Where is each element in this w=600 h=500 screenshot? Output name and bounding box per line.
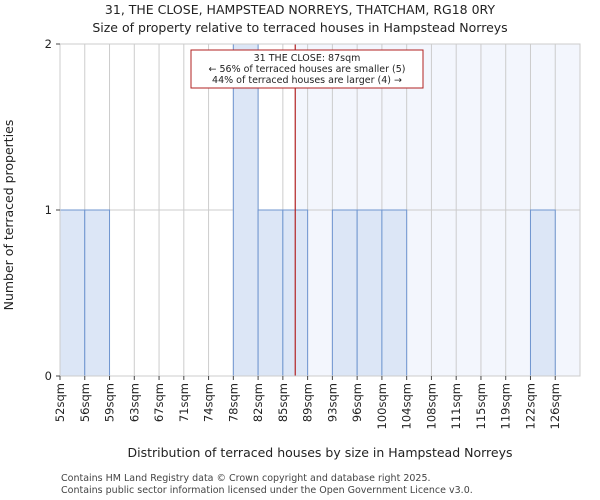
x-tick-label: 93sqm	[325, 383, 339, 422]
annotation-line-1: 31 THE CLOSE: 87sqm	[254, 53, 361, 64]
y-tick-labels: 0 1 2	[45, 37, 60, 383]
x-tick-label: 111sqm	[449, 383, 463, 429]
x-tick-label: 119sqm	[499, 383, 513, 429]
x-tick-label: 52sqm	[53, 383, 67, 422]
bar	[529, 209, 556, 377]
annotation-box: 31 THE CLOSE: 87sqm ← 56% of terraced ho…	[190, 49, 424, 89]
x-tick-label: 122sqm	[523, 383, 537, 429]
x-tick-label: 63sqm	[127, 383, 141, 422]
x-tick-label: 59sqm	[103, 383, 117, 422]
x-tick-label: 108sqm	[424, 383, 438, 429]
x-tick-label: 71sqm	[177, 383, 191, 422]
bar	[356, 209, 383, 377]
x-tick-label: 78sqm	[226, 383, 240, 422]
bar	[232, 43, 259, 377]
bar	[381, 209, 408, 377]
x-tick-label: 115sqm	[474, 383, 488, 429]
bars-layer	[59, 43, 556, 377]
x-tick-label: 74sqm	[202, 383, 216, 422]
footer-licence: Contains public sector information licen…	[61, 485, 473, 496]
annotation-line-2: ← 56% of terraced houses are smaller (5)	[209, 64, 406, 75]
bar	[84, 209, 111, 377]
chart-subtitle: Size of property relative to terraced ho…	[92, 20, 507, 35]
x-tick-label: 89sqm	[301, 383, 315, 422]
x-tick-label: 104sqm	[400, 383, 414, 429]
x-axis-label: Distribution of terraced houses by size …	[128, 445, 513, 460]
x-tick-label: 100sqm	[375, 383, 389, 429]
x-tick-label: 82sqm	[251, 383, 265, 422]
x-tick-label: 67sqm	[152, 383, 166, 422]
y-tick-label: 2	[45, 37, 52, 51]
x-tick-label: 96sqm	[350, 383, 364, 422]
chart: 31, THE CLOSE, HAMPSTEAD NORREYS, THATCH…	[1, 2, 581, 460]
annotation-border	[190, 49, 424, 89]
annotation-line-3: 44% of terraced houses are larger (4) →	[212, 75, 402, 86]
y-tick-label: 0	[45, 369, 52, 383]
y-tick-label: 1	[45, 203, 52, 217]
y-axis-label: Number of terraced properties	[1, 120, 16, 311]
bar	[59, 209, 86, 377]
chart-title: 31, THE CLOSE, HAMPSTEAD NORREYS, THATCH…	[105, 2, 496, 17]
x-tick-label: 56sqm	[78, 383, 92, 422]
bar	[331, 209, 358, 377]
footer-copyright: Contains HM Land Registry data © Crown c…	[61, 473, 431, 484]
bar	[257, 209, 284, 377]
x-tick-label: 126sqm	[548, 383, 562, 429]
x-tick-labels: 52sqm 56sqm 59sqm 63sqm 67sqm 71sqm 74sqm 78sqm…	[53, 376, 562, 429]
x-tick-label: 85sqm	[276, 383, 290, 422]
